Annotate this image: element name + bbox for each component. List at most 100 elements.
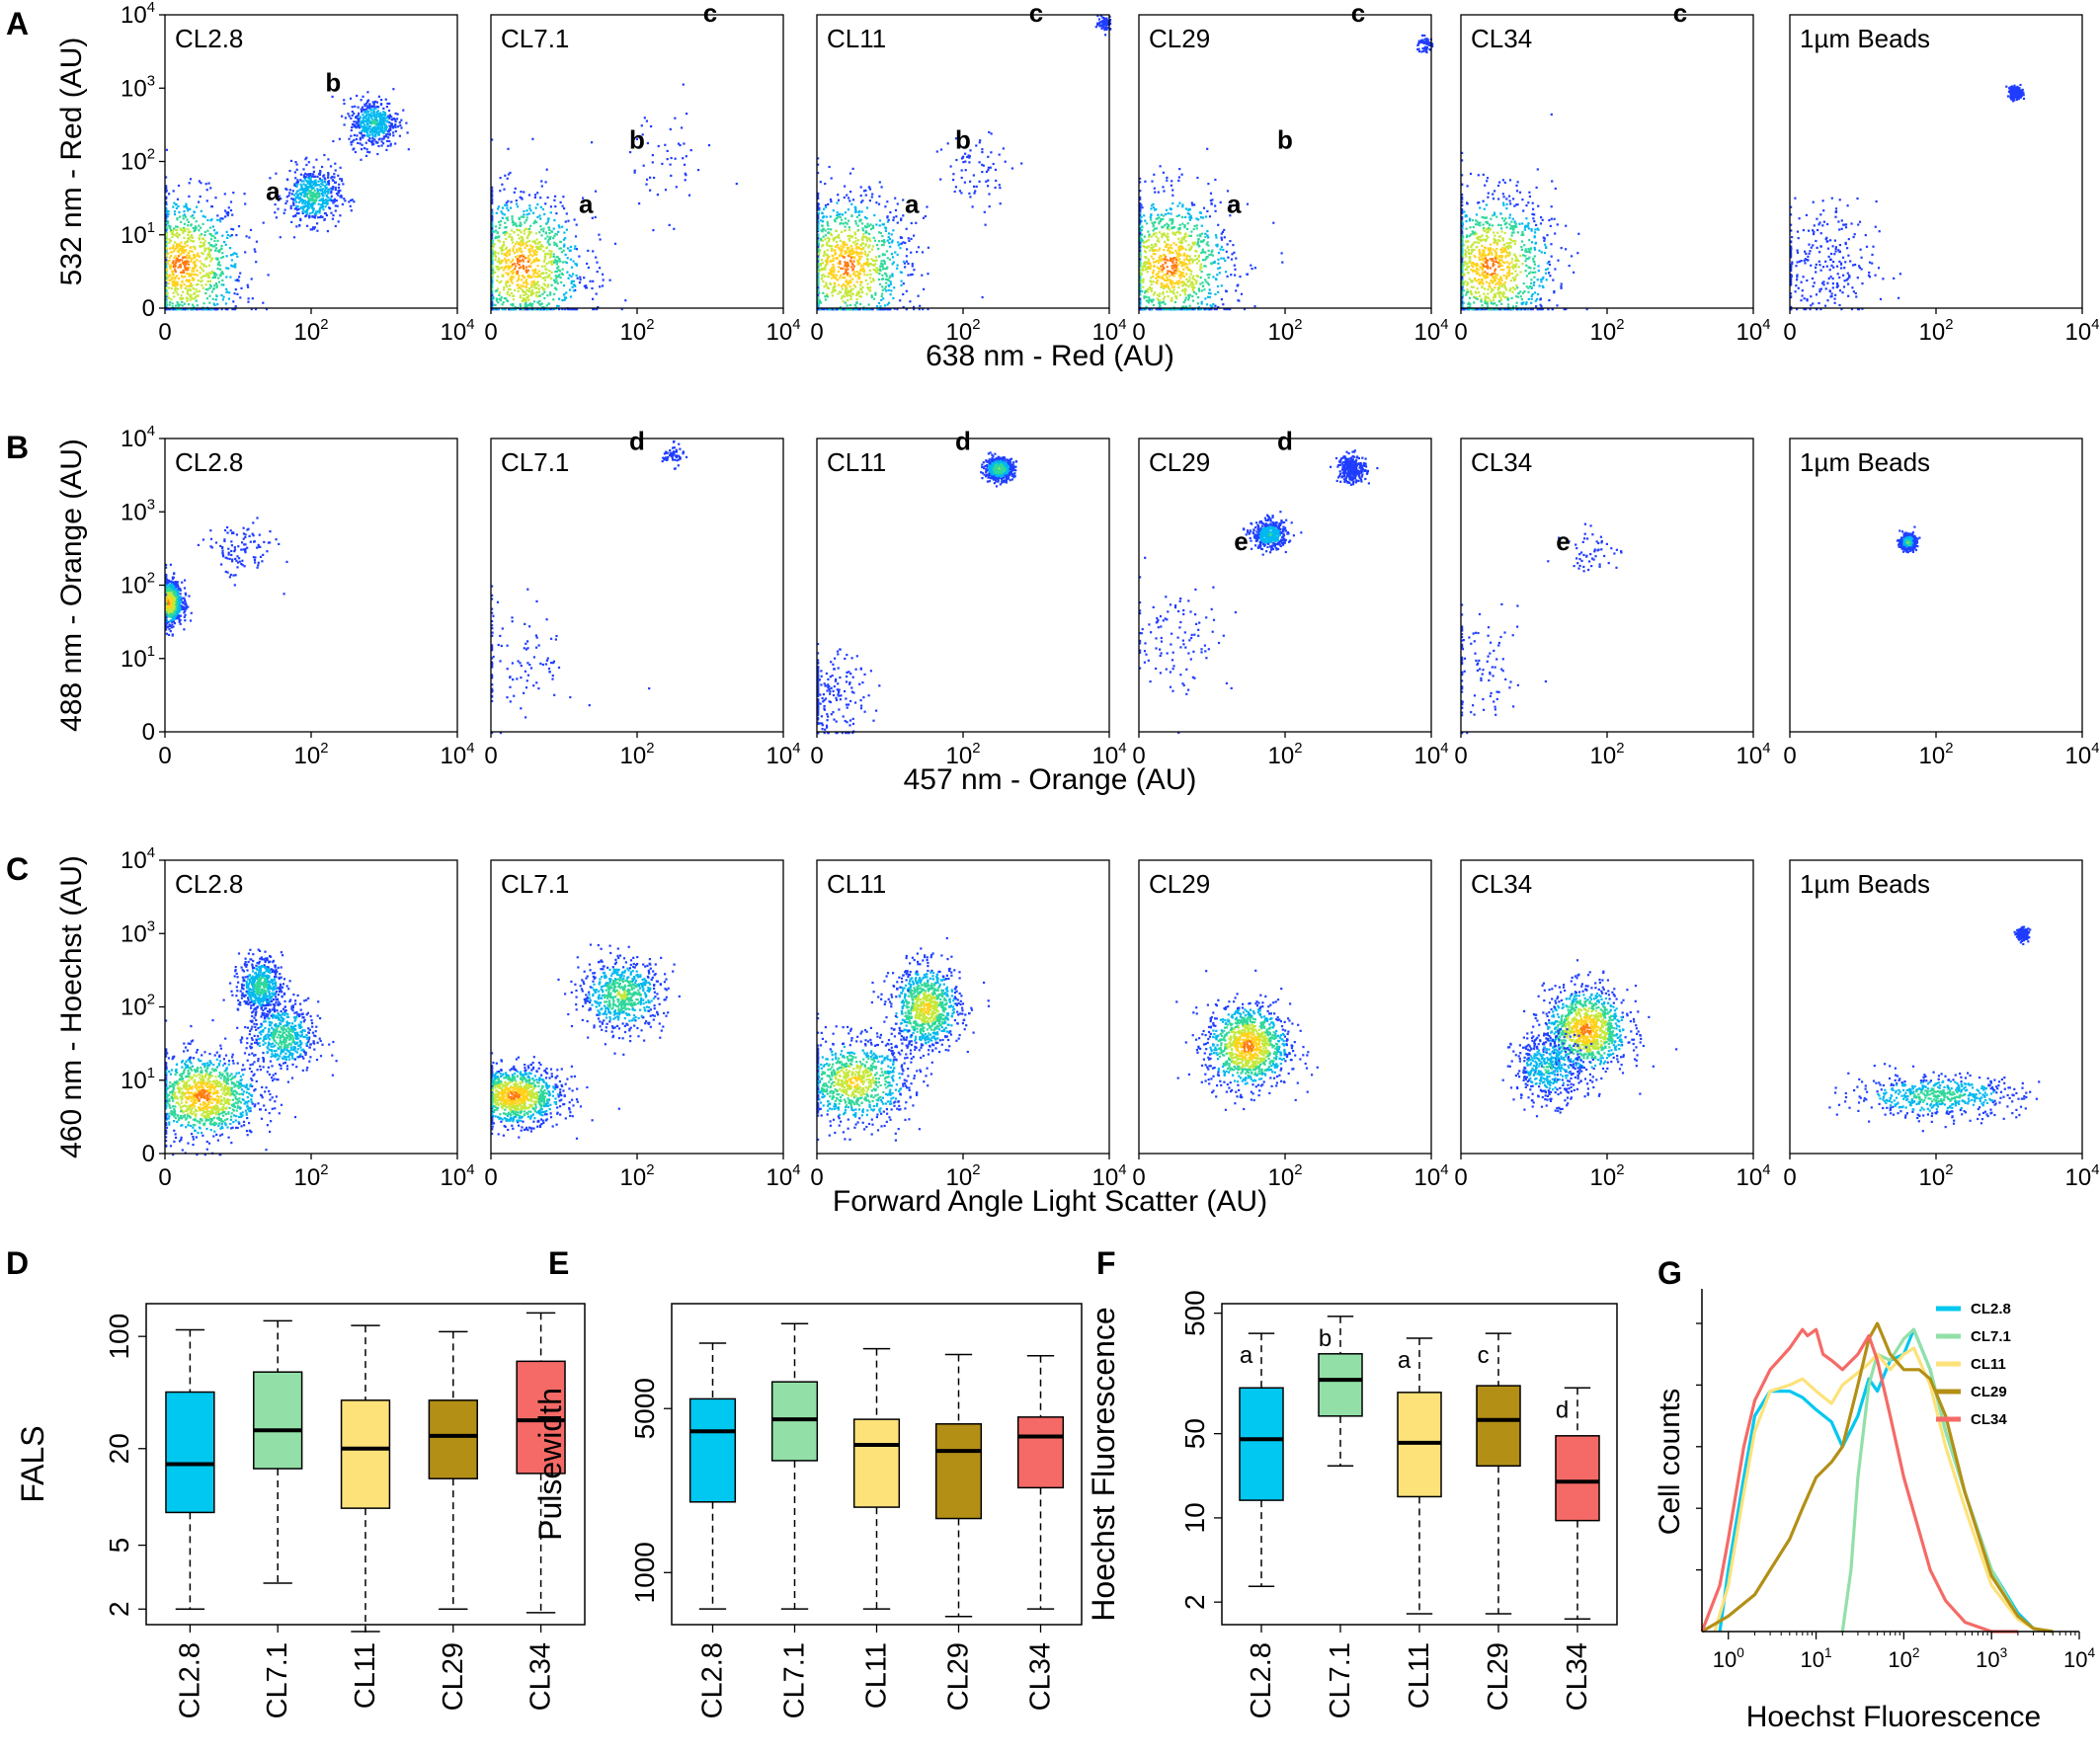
data-point bbox=[165, 176, 168, 179]
data-point bbox=[193, 308, 196, 311]
data-point bbox=[987, 169, 990, 172]
data-point bbox=[499, 267, 502, 270]
data-point bbox=[880, 260, 883, 263]
data-point bbox=[525, 266, 528, 269]
data-point bbox=[189, 289, 192, 292]
data-point bbox=[516, 279, 519, 282]
data-point bbox=[209, 219, 212, 222]
data-point bbox=[182, 271, 185, 274]
data-point bbox=[332, 139, 335, 143]
data-point bbox=[311, 186, 314, 190]
data-point bbox=[902, 199, 905, 201]
data-point bbox=[525, 244, 528, 247]
data-point bbox=[856, 260, 859, 263]
data-point bbox=[839, 222, 842, 225]
data-point bbox=[358, 126, 361, 129]
data-point bbox=[299, 173, 302, 176]
data-point bbox=[224, 215, 227, 218]
data-point bbox=[1170, 257, 1172, 260]
data-point bbox=[383, 123, 386, 126]
data-point bbox=[352, 140, 355, 143]
data-point bbox=[1150, 235, 1153, 238]
data-point bbox=[562, 284, 566, 287]
data-point bbox=[380, 125, 383, 128]
data-point bbox=[834, 253, 837, 256]
data-point bbox=[511, 269, 515, 272]
data-point bbox=[524, 221, 526, 224]
data-point bbox=[324, 178, 327, 181]
data-point bbox=[510, 200, 513, 203]
data-point bbox=[503, 188, 506, 191]
data-point bbox=[216, 214, 219, 217]
data-point bbox=[498, 226, 501, 229]
data-point bbox=[168, 247, 171, 250]
data-point bbox=[310, 192, 313, 195]
data-point bbox=[209, 249, 212, 252]
data-point bbox=[572, 289, 575, 292]
data-point bbox=[522, 260, 525, 263]
data-point bbox=[275, 216, 278, 219]
data-point bbox=[340, 196, 343, 199]
data-point bbox=[305, 163, 308, 167]
data-point bbox=[356, 134, 359, 137]
data-point bbox=[301, 192, 304, 195]
data-point bbox=[602, 273, 605, 276]
dot-cluster bbox=[165, 148, 282, 311]
data-point bbox=[1143, 295, 1146, 298]
data-point bbox=[880, 295, 883, 298]
data-point bbox=[246, 283, 249, 286]
data-point bbox=[545, 276, 548, 279]
data-point bbox=[513, 245, 516, 248]
data-point bbox=[216, 239, 219, 242]
data-point bbox=[835, 240, 839, 244]
data-point bbox=[851, 199, 855, 201]
data-point bbox=[532, 211, 535, 214]
data-point bbox=[553, 235, 556, 238]
data-point bbox=[899, 236, 903, 239]
data-point bbox=[262, 301, 265, 304]
data-point bbox=[888, 258, 892, 261]
data-point bbox=[855, 245, 858, 248]
data-point bbox=[348, 115, 351, 118]
data-point bbox=[216, 258, 219, 262]
data-point bbox=[854, 243, 857, 246]
data-point bbox=[860, 248, 863, 251]
data-point bbox=[232, 192, 235, 195]
data-point bbox=[865, 206, 869, 209]
data-point bbox=[373, 125, 376, 128]
data-point bbox=[854, 220, 857, 223]
data-point bbox=[198, 224, 201, 227]
data-point bbox=[545, 272, 548, 275]
data-point bbox=[351, 125, 354, 129]
data-point bbox=[514, 288, 517, 291]
data-point bbox=[193, 292, 196, 295]
data-point bbox=[180, 286, 183, 289]
data-point bbox=[1152, 225, 1155, 228]
data-point bbox=[302, 183, 305, 186]
data-point bbox=[664, 189, 668, 192]
data-point bbox=[525, 213, 528, 216]
data-point bbox=[350, 128, 353, 132]
data-point bbox=[871, 245, 874, 248]
data-point bbox=[883, 304, 887, 307]
data-point bbox=[198, 180, 201, 183]
data-point bbox=[535, 251, 538, 254]
data-point bbox=[1159, 292, 1162, 295]
data-point bbox=[911, 263, 914, 266]
data-point bbox=[501, 303, 504, 306]
data-point bbox=[1146, 271, 1149, 274]
data-point bbox=[1195, 227, 1198, 230]
data-point bbox=[858, 220, 861, 223]
data-point bbox=[971, 205, 974, 208]
data-point bbox=[187, 207, 190, 210]
data-point bbox=[351, 123, 355, 126]
data-point bbox=[1223, 236, 1226, 239]
data-point bbox=[1155, 217, 1158, 220]
data-point bbox=[191, 258, 194, 261]
data-point bbox=[376, 131, 379, 134]
data-point bbox=[398, 134, 401, 137]
data-point bbox=[881, 292, 884, 295]
data-point bbox=[837, 199, 841, 201]
data-point bbox=[216, 257, 219, 260]
data-point bbox=[552, 237, 555, 240]
